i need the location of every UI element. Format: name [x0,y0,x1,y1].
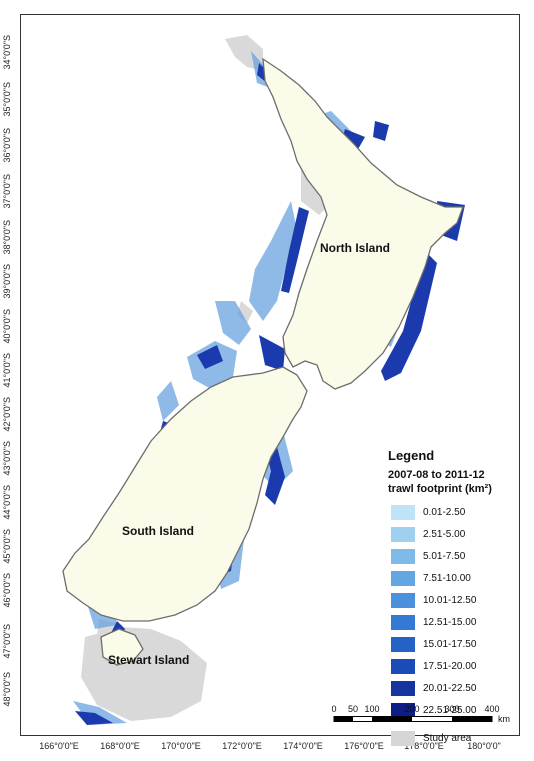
lon-label-168e: 168°0'0"E [100,741,140,751]
legend-swatch [391,658,415,674]
legend-title: Legend [388,448,435,463]
map-frame [20,14,520,736]
legend-class-row: 5.01-7.50 [388,545,518,567]
legend-subtitle-line1: 2007-08 to 2011-12 [388,469,485,481]
north-island-landmass [262,57,464,390]
lat-label-45s: 45°0'0"S [2,529,12,564]
legend-swatch [391,680,415,696]
legend-swatch [391,614,415,630]
legend-swatch [391,702,415,718]
scale-tick-100: 100 [364,704,380,714]
south-island-landmass [62,366,308,622]
legend-class-row: 15.01-17.50 [388,633,518,655]
lon-label-166e: 166°0'0"E [39,741,79,751]
lon-label-180: 180°0'0" [467,741,501,751]
legend-class-label: 10.01-12.50 [423,594,477,606]
lon-label-174e: 174°0'0"E [283,741,323,751]
south-island-label: South Island [122,524,194,538]
legend-class-list: 0.01-2.50 2.51-5.00 5.01-7.50 7.51-10.00 10.… [388,501,518,721]
study-area-swatch [391,730,415,746]
study-area-label: Study area [423,732,472,744]
stewart-island-label: Stewart Island [108,653,190,667]
scale-tick-400: 400 [484,704,500,714]
legend-class-row: 0.01-2.50 [388,501,518,523]
legend-class-label: 12.51-15.00 [423,616,477,628]
lat-label-46s: 46°0'0"S [2,573,12,608]
lat-label-43s: 43°0'0"S [2,441,12,476]
legend-class-row: 2.51-5.00 [388,523,518,545]
legend-class-row: 17.51-20.00 [388,655,518,677]
lat-label-36s: 36°0'0"S [2,128,12,163]
legend-class-label: 22.51-25.00 [423,704,477,716]
legend: Legend 2007-08 to 2011-12 trawl footprin… [388,448,518,749]
lat-label-34s: 34°0'0"S [2,35,12,70]
lon-label-172e: 172°0'0"E [222,741,262,751]
legend-swatch [391,504,415,520]
legend-class-row: 7.51-10.00 [388,567,518,589]
lat-label-37s: 37°0'0"S [2,174,12,209]
scale-tick-200: 200 [404,704,420,714]
legend-class-row: 22.51-25.00 [388,699,518,721]
lat-label-42s: 42°0'0"S [2,397,12,432]
legend-class-label: 7.51-10.00 [423,572,471,584]
lat-label-39s: 39°0'0"S [2,264,12,299]
legend-class-row: 20.01-22.50 [388,677,518,699]
legend-class-label: 0.01-2.50 [423,506,466,518]
legend-study-area-row: Study area [388,727,518,749]
legend-subtitle-line2: trawl footprint (km²) [388,483,492,495]
scale-tick-300: 300 [444,704,460,714]
legend-swatch [391,548,415,564]
legend-class-label: 5.01-7.50 [423,550,466,562]
scale-tick-50: 50 [347,704,359,714]
legend-class-label: 2.51-5.00 [423,528,466,540]
legend-swatch [391,592,415,608]
legend-swatch [391,526,415,542]
north-island-label: North Island [320,241,391,255]
legend-swatch [391,636,415,652]
legend-class-row: 12.51-15.00 [388,611,518,633]
lat-label-41s: 41°0'0"S [2,353,12,388]
scale-bar-graphic [333,716,493,722]
lat-label-40s: 40°0'0"S [2,309,12,344]
legend-class-row: 10.01-12.50 [388,589,518,611]
legend-class-label: 17.51-20.00 [423,660,477,672]
stewart-island-landmass [100,628,144,666]
scale-tick-0: 0 [331,704,337,714]
legend-subtitle: 2007-08 to 2011-12 trawl footprint (km²) [388,468,518,496]
legend-class-label: 15.01-17.50 [423,638,477,650]
lat-label-44s: 44°0'0"S [2,485,12,520]
map-canvas [62,35,465,725]
lon-label-178e: 178°0'0"E [404,741,444,751]
lon-label-176e: 176°0'0"E [344,741,384,751]
legend-swatch [391,570,415,586]
lat-label-47s: 47°0'0"S [2,624,12,659]
lat-label-48s: 48°0'0"S [2,672,12,707]
lat-label-38s: 38°0'0"S [2,220,12,255]
scale-bar: 0 50 100 200 300 400 km [330,704,520,734]
legend-class-label: 20.01-22.50 [423,682,477,694]
lat-label-35s: 35°0'0"S [2,82,12,117]
scale-unit: km [498,714,510,724]
lon-label-170e: 170°0'0"E [161,741,201,751]
